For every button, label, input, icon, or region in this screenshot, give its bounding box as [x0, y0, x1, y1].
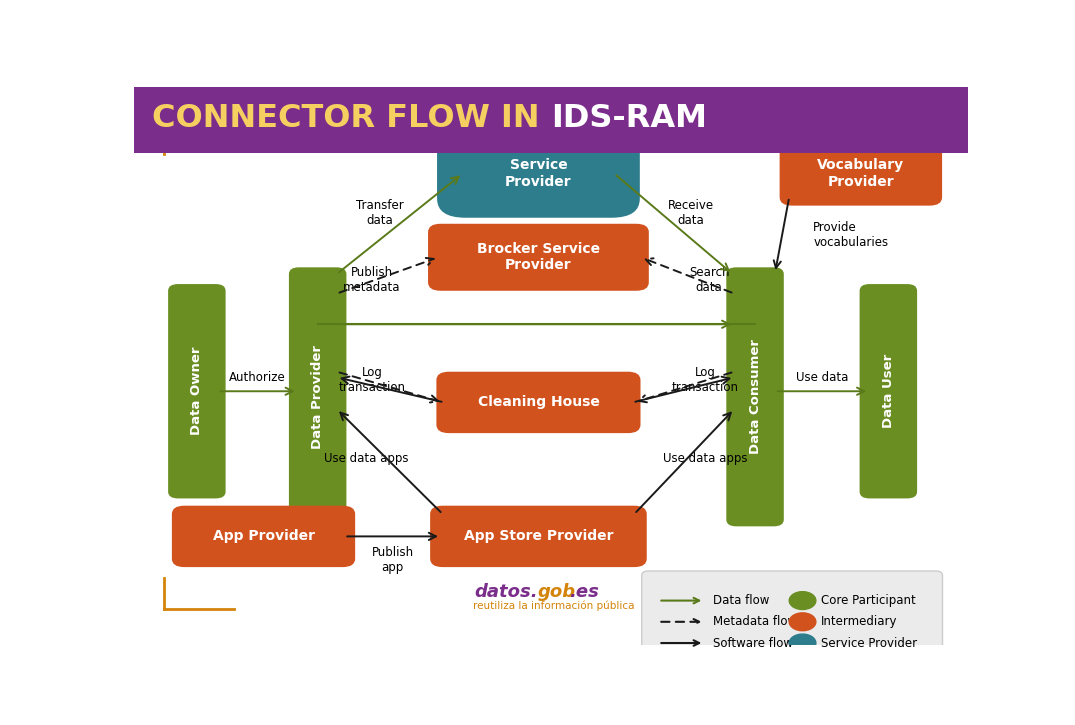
- Text: Search
data: Search data: [689, 265, 730, 294]
- Text: Use data apps: Use data apps: [324, 452, 408, 465]
- FancyBboxPatch shape: [727, 268, 784, 526]
- FancyBboxPatch shape: [289, 268, 346, 526]
- Circle shape: [789, 592, 816, 610]
- Text: Log
transaction: Log transaction: [339, 365, 405, 394]
- FancyBboxPatch shape: [436, 372, 641, 433]
- Text: Provide
vocabularies: Provide vocabularies: [814, 221, 889, 249]
- Text: App Store Provider: App Store Provider: [463, 529, 613, 544]
- Text: Transfer
data: Transfer data: [356, 199, 404, 227]
- FancyBboxPatch shape: [168, 284, 226, 498]
- Text: Data User: Data User: [882, 354, 894, 428]
- Text: Data Provider: Data Provider: [311, 345, 325, 449]
- Text: Brocker Service
Provider: Brocker Service Provider: [477, 242, 600, 273]
- Text: Authorize: Authorize: [229, 371, 286, 384]
- Text: Service Provider: Service Provider: [821, 637, 917, 650]
- FancyBboxPatch shape: [860, 284, 917, 498]
- Text: Publish
app: Publish app: [372, 546, 414, 574]
- FancyBboxPatch shape: [428, 224, 649, 291]
- Text: CONNECTOR FLOW IN: CONNECTOR FLOW IN: [153, 103, 551, 133]
- Circle shape: [789, 613, 816, 631]
- Text: Service
Provider: Service Provider: [505, 159, 572, 188]
- FancyBboxPatch shape: [172, 506, 355, 567]
- Text: Data Owner: Data Owner: [190, 347, 203, 436]
- Text: Software flow: Software flow: [713, 637, 792, 650]
- Text: IDS-RAM: IDS-RAM: [551, 103, 707, 133]
- FancyBboxPatch shape: [134, 87, 968, 153]
- Text: Cleaning House: Cleaning House: [477, 395, 600, 410]
- Text: gob: gob: [538, 583, 576, 601]
- Text: Use data apps: Use data apps: [663, 452, 747, 465]
- Text: Data flow: Data flow: [713, 594, 769, 607]
- FancyBboxPatch shape: [642, 571, 943, 661]
- Text: Intermediary: Intermediary: [821, 616, 898, 629]
- Circle shape: [789, 634, 816, 652]
- Text: .es: .es: [570, 583, 599, 601]
- Text: Log
transaction: Log transaction: [672, 365, 739, 394]
- Text: Use data: Use data: [797, 371, 849, 384]
- Text: Vocabulary
Provider: Vocabulary Provider: [817, 159, 904, 188]
- Text: Core Participant: Core Participant: [821, 594, 916, 607]
- FancyBboxPatch shape: [430, 506, 647, 567]
- Text: datos.: datos.: [474, 583, 538, 601]
- Text: Publish
metadata: Publish metadata: [343, 265, 401, 294]
- Text: Receive
data: Receive data: [668, 199, 714, 227]
- Text: App Provider: App Provider: [213, 529, 315, 544]
- FancyBboxPatch shape: [438, 129, 640, 218]
- Text: reutiliza la información pública: reutiliza la información pública: [473, 601, 634, 611]
- Text: Metadata flow: Metadata flow: [713, 616, 797, 629]
- FancyBboxPatch shape: [779, 141, 942, 206]
- Text: Data Consumer: Data Consumer: [748, 339, 761, 455]
